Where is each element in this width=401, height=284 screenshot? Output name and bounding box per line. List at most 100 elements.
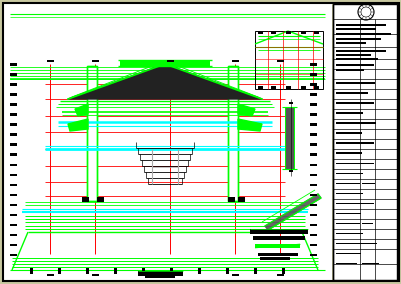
Bar — [309, 204, 316, 206]
Bar — [309, 64, 316, 66]
Bar — [92, 60, 99, 62]
Bar — [309, 193, 316, 196]
Polygon shape — [75, 104, 88, 116]
Bar — [10, 174, 17, 176]
Bar — [332, 4, 396, 280]
Bar — [145, 275, 174, 278]
Bar — [170, 268, 172, 274]
Bar — [10, 243, 17, 246]
Bar — [231, 274, 239, 276]
Bar — [361, 103, 373, 104]
Bar — [10, 183, 17, 186]
Bar — [361, 202, 373, 204]
Bar — [86, 268, 89, 274]
Bar — [361, 143, 373, 144]
Bar — [257, 31, 262, 34]
Bar — [227, 66, 237, 201]
Bar — [10, 64, 17, 66]
Bar — [87, 66, 97, 201]
Bar — [335, 222, 359, 224]
Bar — [231, 60, 239, 62]
Bar — [309, 93, 316, 96]
Bar — [335, 103, 369, 104]
Bar — [335, 24, 385, 26]
Bar — [249, 229, 307, 234]
Bar — [335, 212, 360, 214]
Bar — [10, 164, 17, 166]
Bar — [288, 170, 292, 172]
Bar — [335, 202, 362, 204]
Bar — [198, 268, 200, 274]
Bar — [237, 197, 244, 202]
Bar — [309, 183, 316, 186]
Bar — [361, 243, 376, 244]
Bar — [166, 274, 174, 276]
Bar — [313, 86, 318, 89]
Bar — [309, 243, 316, 246]
Bar — [58, 268, 61, 274]
Bar — [30, 268, 33, 274]
Bar — [335, 193, 362, 194]
Bar — [288, 102, 292, 104]
Polygon shape — [68, 119, 88, 131]
Bar — [335, 233, 362, 234]
Polygon shape — [264, 194, 320, 230]
Bar — [97, 197, 104, 202]
Bar — [309, 133, 316, 136]
Bar — [335, 28, 375, 30]
Bar — [87, 66, 97, 201]
Bar — [335, 33, 390, 35]
Bar — [225, 268, 229, 274]
Bar — [309, 174, 316, 176]
Bar — [10, 143, 17, 146]
Bar — [10, 214, 17, 216]
Bar — [309, 103, 316, 106]
Bar — [335, 69, 363, 71]
Bar — [309, 233, 316, 236]
Bar — [47, 274, 54, 276]
Bar — [252, 236, 304, 240]
Bar — [309, 153, 316, 156]
Bar — [166, 60, 174, 62]
Bar — [285, 86, 290, 89]
Bar — [335, 50, 385, 52]
Bar — [309, 124, 316, 126]
Bar — [335, 133, 361, 134]
Bar — [10, 153, 17, 156]
Bar — [10, 193, 17, 196]
Bar — [142, 268, 145, 274]
Bar — [259, 257, 289, 260]
Bar — [361, 222, 372, 224]
Bar — [92, 274, 99, 276]
Bar — [335, 112, 362, 114]
Bar — [120, 60, 209, 66]
Bar — [114, 268, 117, 274]
Bar — [284, 107, 293, 169]
Bar — [87, 66, 97, 201]
Bar — [335, 82, 361, 84]
Bar — [309, 74, 316, 76]
Bar — [361, 262, 378, 264]
Bar — [10, 204, 17, 206]
Bar — [309, 83, 316, 86]
Bar — [335, 162, 365, 164]
Bar — [335, 243, 366, 244]
Bar — [284, 107, 293, 169]
Bar — [335, 93, 367, 94]
Bar — [10, 83, 17, 86]
Bar — [361, 183, 374, 184]
Bar — [10, 103, 17, 106]
Bar — [335, 153, 361, 154]
Bar — [253, 268, 256, 274]
Bar — [227, 197, 235, 202]
Bar — [309, 114, 316, 116]
Bar — [82, 197, 89, 202]
Bar — [335, 42, 365, 44]
Bar — [47, 60, 54, 62]
Bar — [361, 122, 375, 124]
Bar — [257, 86, 262, 89]
Bar — [270, 86, 275, 89]
Bar — [10, 93, 17, 96]
Bar — [300, 86, 305, 89]
Bar — [10, 124, 17, 126]
